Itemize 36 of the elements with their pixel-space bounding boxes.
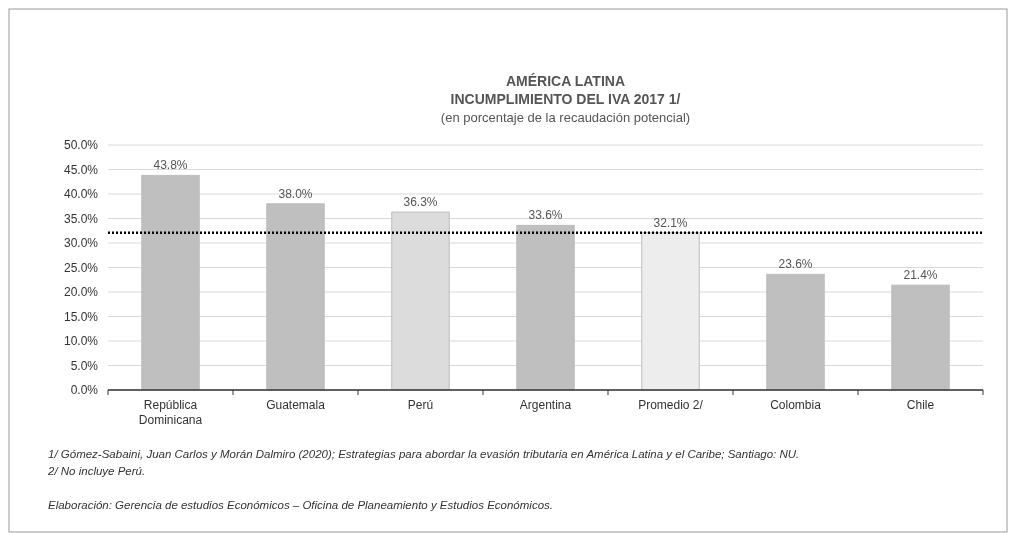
- bar: [641, 232, 700, 391]
- x-tick-label: Perú: [407, 398, 434, 412]
- y-tick-label: 30.0%: [63, 236, 99, 250]
- y-tick-label: 45.0%: [63, 162, 99, 177]
- chart-title: AMÉRICA LATINA INCUMPLIMIENTO DEL IVA 2017 1/: [450, 73, 681, 107]
- data-label: 23.6%: [778, 257, 813, 272]
- y-tick-label: 25.0%: [63, 260, 99, 275]
- y-tick-label: 40.0%: [63, 187, 99, 201]
- x-tick-label: Chile: [906, 398, 935, 412]
- x-tick-label: República Dominicana: [138, 398, 203, 427]
- y-tick-label: 15.0%: [63, 309, 99, 324]
- data-label: 38.0%: [278, 186, 313, 201]
- chart-subtitle: (en porcentaje de la recaudación potencial): [440, 110, 691, 125]
- data-label: 21.4%: [903, 268, 938, 283]
- text: 2/ No incluye Perú.: [47, 465, 146, 477]
- y-tick-label: 35.0%: [63, 211, 99, 226]
- data-label: 36.3%: [403, 195, 438, 210]
- data-label: 32.1%: [653, 215, 688, 230]
- bar: [266, 203, 325, 391]
- x-tick-label: Promedio 2/: [638, 398, 704, 412]
- bar: [891, 284, 950, 391]
- text: Elaboración: Gerencia de estudios Económicos – Oficina de Planeamiento y Estudios Económicos.: [48, 499, 553, 511]
- y-tick-label: 20.0%: [63, 285, 99, 299]
- y-tick-label: 0.0%: [70, 383, 99, 397]
- bar: [516, 224, 575, 391]
- x-tick-label: Colombia: [770, 398, 822, 412]
- data-label: 33.6%: [528, 208, 563, 223]
- data-label: 43.8%: [153, 158, 188, 173]
- y-tick-label: 5.0%: [70, 358, 99, 373]
- bar: [766, 273, 825, 391]
- y-tick-label: 10.0%: [63, 334, 99, 348]
- x-tick-label: Argentina: [519, 398, 572, 412]
- bar: [141, 174, 200, 391]
- x-tick-label: Guatemala: [266, 398, 326, 412]
- text: 1/ Gómez-Sabaini, Juan Carlos y Morán Dalmiro (2020); Estrategias para abordar la evasión tributaria en América Latina y el Caribe; Santiago: NU.: [48, 448, 800, 460]
- y-tick-label: 50.0%: [63, 138, 99, 152]
